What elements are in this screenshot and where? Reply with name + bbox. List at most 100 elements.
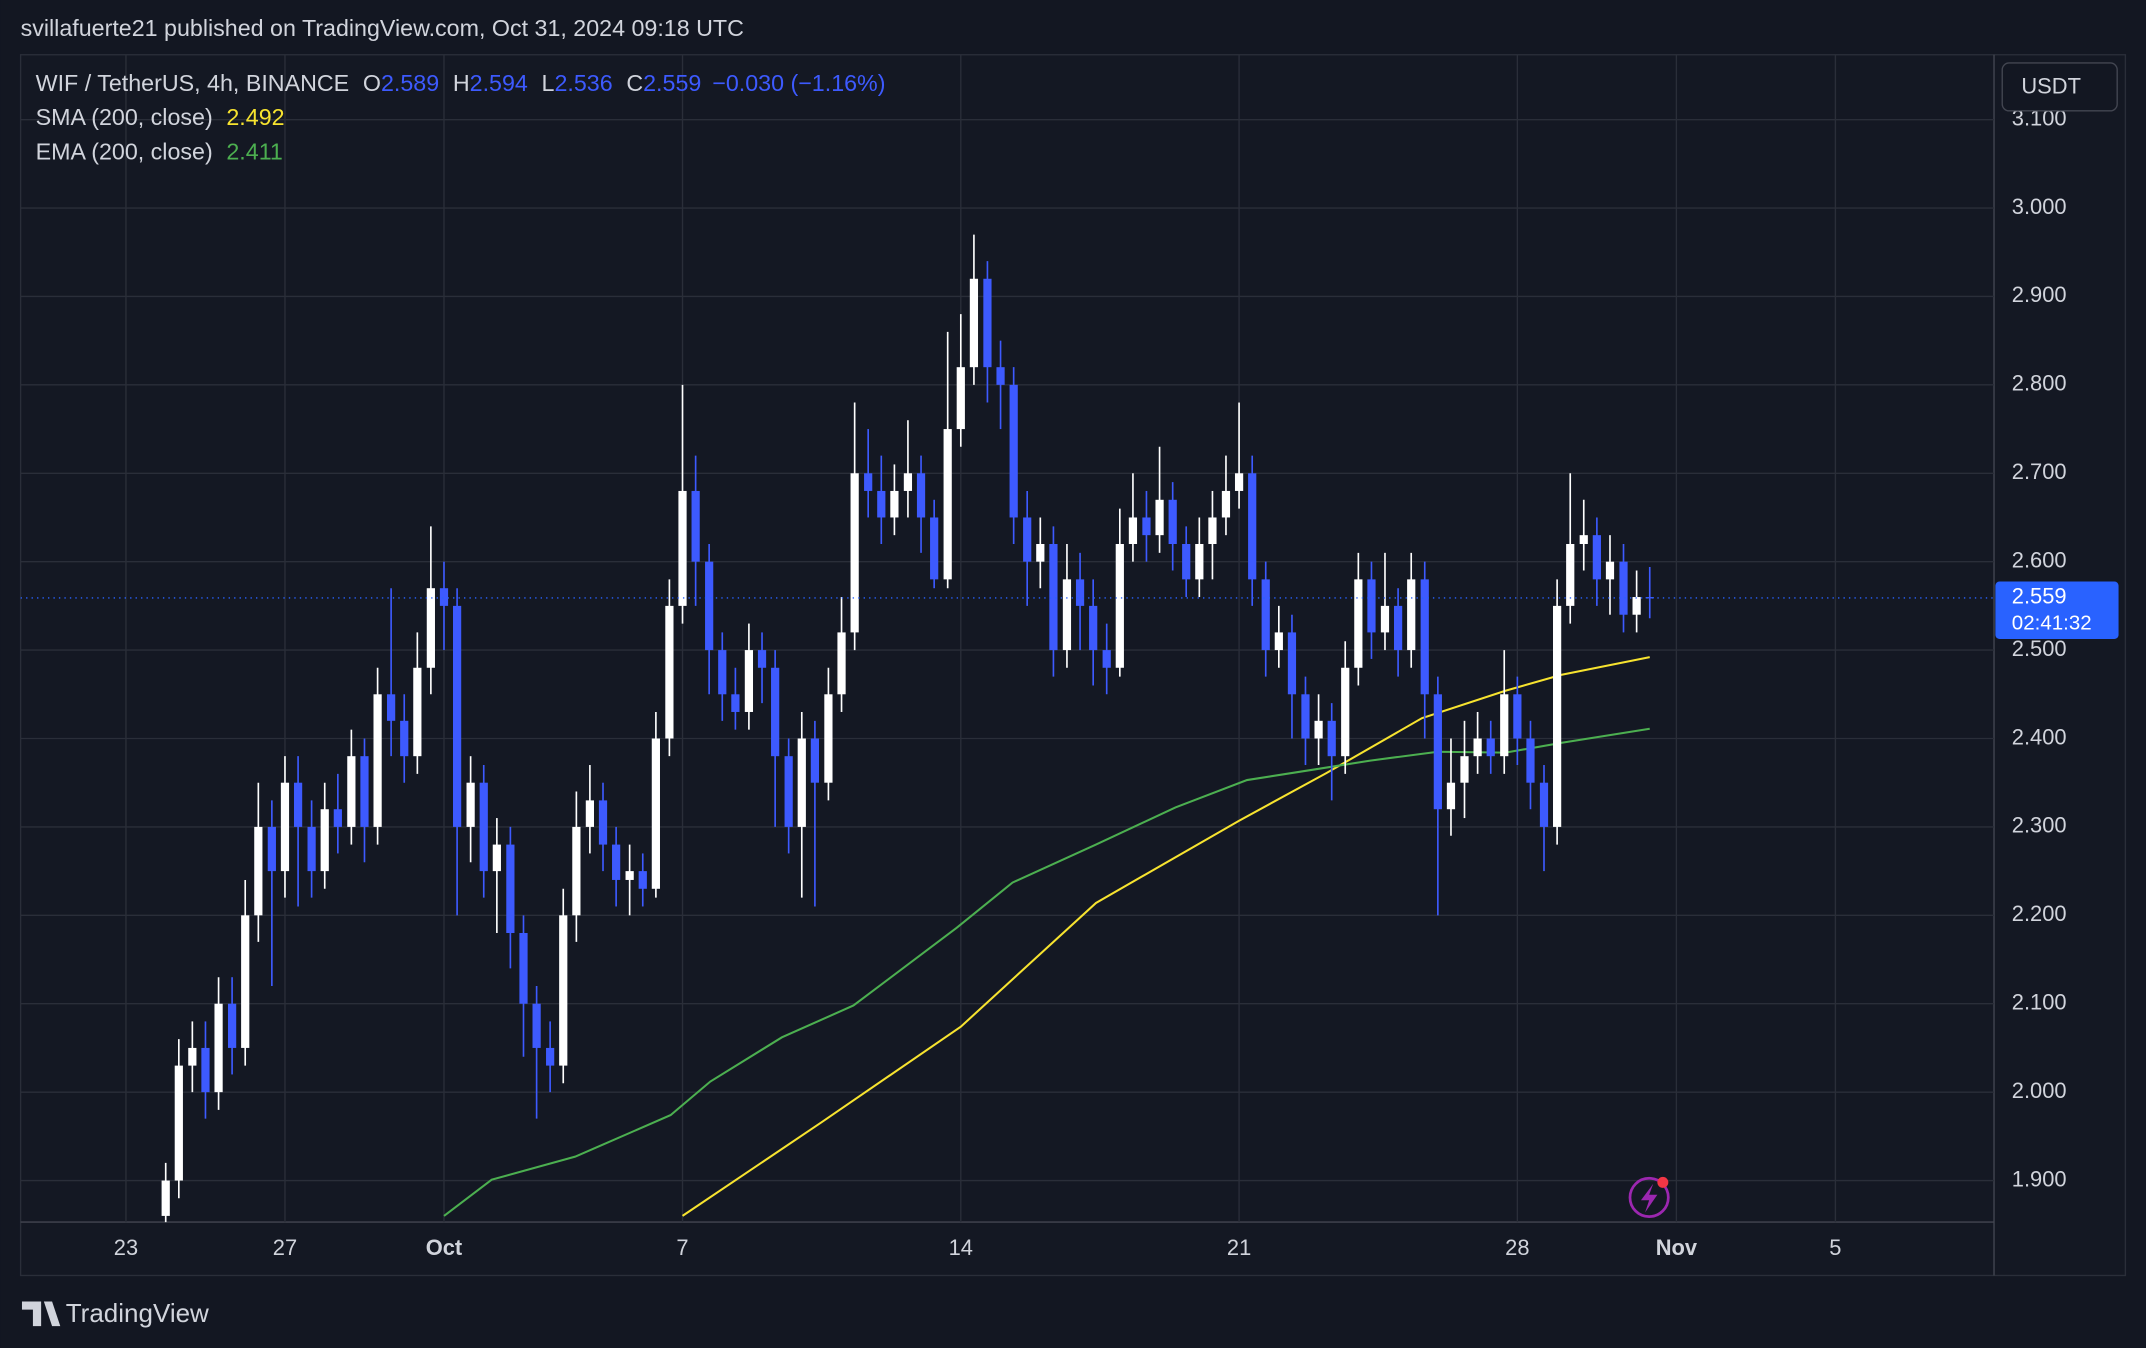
candle-body (201, 1047, 210, 1093)
candle-body (1089, 605, 1098, 651)
candle-body (559, 915, 568, 1066)
candle-body (413, 667, 422, 757)
alert-icon[interactable] (1628, 1176, 1670, 1218)
candle-body (1115, 543, 1124, 668)
legend: SMA (200, close) 2.492 EMA (200, close) 2.4… (36, 104, 285, 164)
candle-body (214, 1003, 223, 1093)
candle-body (651, 738, 660, 889)
alert-bolt (1640, 1183, 1658, 1213)
candle-body (479, 782, 488, 872)
candle-body (1221, 490, 1231, 518)
chart-panel (19, 54, 2127, 1277)
candle-body (1367, 579, 1376, 633)
candle-body (824, 694, 833, 783)
candle-body (1486, 738, 1495, 757)
candle-body (744, 650, 754, 712)
candle-body (969, 278, 979, 368)
candle-body (1539, 782, 1549, 827)
candle-body (1062, 579, 1072, 651)
y-tick-label: 2.600 (2012, 547, 2067, 572)
candle-body (890, 490, 899, 518)
candle-body (1314, 720, 1323, 739)
candle-body (678, 490, 687, 606)
candle-body (850, 473, 859, 633)
candle-body (1009, 384, 1018, 518)
candle-body (1023, 517, 1032, 562)
candle-body (810, 738, 820, 783)
legend-value: 2.411 (226, 138, 282, 164)
candle-body (1513, 694, 1522, 739)
candle-body (333, 809, 342, 827)
ohlc-value: 2.594 (470, 70, 528, 96)
candle-body (943, 429, 952, 580)
x-tick-label: Oct (426, 1235, 463, 1260)
candle-body (916, 473, 926, 518)
candle-body (1553, 605, 1562, 827)
candle-body (174, 1065, 183, 1181)
legend-entry: EMA (200, close) 2.411 (36, 138, 283, 164)
y-tick-label: 2.200 (2012, 901, 2067, 926)
candle-body (519, 932, 528, 1004)
y-tick-label: 3.000 (2012, 194, 2067, 219)
currency[interactable]: USDT (2021, 73, 2081, 98)
ohlc-value: 2.559 (643, 70, 701, 96)
candle-body (771, 667, 780, 757)
x-tick-label: 7 (676, 1235, 688, 1260)
candle-body (1128, 517, 1138, 544)
candle-body (797, 738, 806, 827)
x-tick-label: 5 (1829, 1235, 1841, 1260)
candle-body (983, 278, 992, 368)
candle-body (293, 782, 303, 827)
candle-body (1274, 632, 1283, 651)
candle-body (1579, 535, 1588, 544)
candle-body (1208, 517, 1217, 544)
candle-body (161, 1180, 170, 1216)
candle-body (996, 367, 1005, 385)
candle-body (837, 632, 846, 695)
ohlc: O2.589 H2.594 L2.536 C2.559 (363, 70, 701, 96)
candle-body (1526, 738, 1535, 783)
candle-body (1433, 694, 1442, 810)
candle-body (466, 782, 475, 827)
axes: 1.900 2.000 2.100 2.200 2.300 2.400 2.500 2.600… (114, 105, 2067, 1260)
x-tick-label: 23 (114, 1235, 138, 1260)
candle-body (1473, 738, 1482, 757)
candle-body (492, 844, 501, 872)
y-tick-label: 2.700 (2012, 459, 2067, 484)
candle-body (1380, 605, 1390, 633)
price-label: 2.559 (2012, 584, 2067, 609)
candle-body (1261, 579, 1270, 651)
candle-body (1049, 543, 1058, 651)
header: svillafuerte21 published on TradingView.… (21, 15, 744, 41)
candle-body (1420, 579, 1429, 695)
legend-entry: SMA (200, close) 2.492 (36, 104, 285, 130)
ohlc-label: L (542, 70, 555, 96)
candle-body (864, 473, 873, 491)
candle-body (877, 490, 886, 518)
x-tick-label: 21 (1227, 1235, 1251, 1260)
indicator-line (443, 727, 1650, 1217)
candle-body (625, 871, 634, 880)
y-tick-label: 1.900 (2012, 1166, 2067, 1191)
currency-button[interactable] (2001, 62, 2118, 112)
ohlc-value: 2.589 (381, 70, 439, 96)
candle-body (1248, 473, 1257, 580)
y-tick-label: 2.100 (2012, 990, 2067, 1015)
candle-body (426, 588, 435, 668)
candle-body (1645, 597, 1654, 599)
candle-body (718, 650, 727, 695)
price-label-bg (1995, 581, 2119, 639)
candle-body (439, 588, 449, 606)
candle-body (1287, 632, 1297, 695)
y-tick-label: 2.800 (2012, 371, 2067, 396)
y-tick-label: 2.400 (2012, 724, 2067, 749)
legend-name: EMA (200, close) (36, 138, 213, 164)
ohlc-label: H (453, 70, 470, 96)
plot (20, 234, 1995, 1223)
candle-body (267, 826, 276, 872)
candle-body (1327, 720, 1336, 757)
candle-body (506, 844, 515, 933)
